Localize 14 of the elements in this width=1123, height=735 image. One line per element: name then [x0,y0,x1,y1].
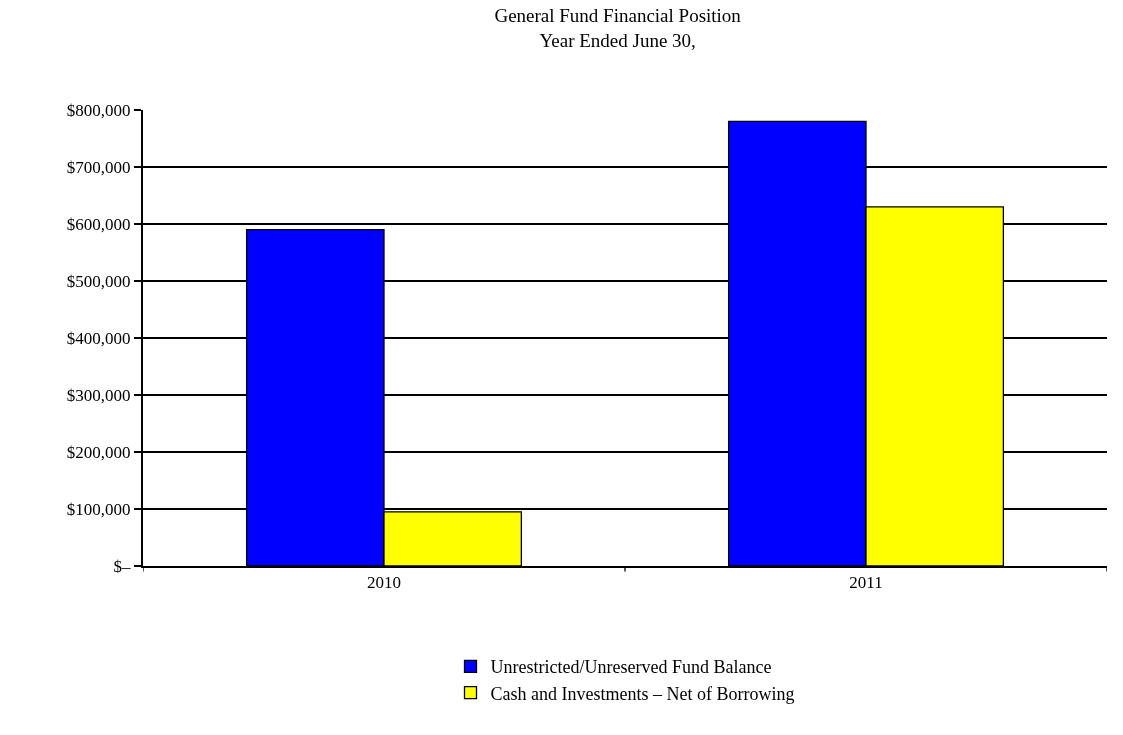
x-tick-label: 2011 [849,573,883,593]
x-tick-label: 2010 [367,573,401,593]
y-tick-label: $800,000 [66,100,131,120]
y-tick-label: $700,000 [66,157,131,177]
y-tick-label: $300,000 [66,385,131,405]
y-tick-label: $200,000 [66,442,131,462]
y-tick-label: $400,000 [66,328,131,348]
y-tick-label: $– [113,556,132,576]
y-tick-label: $600,000 [66,214,131,234]
legend-label: Cash and Investments – Net of Borrowing [490,683,795,704]
y-tick-label: $500,000 [66,271,131,291]
chart-title: General Fund Financial Position Year Ended June 30, [494,5,742,51]
y-tick-label: $100,000 [66,499,131,519]
legend-label: Unrestricted/Unreserved Fund Balance [490,657,772,678]
